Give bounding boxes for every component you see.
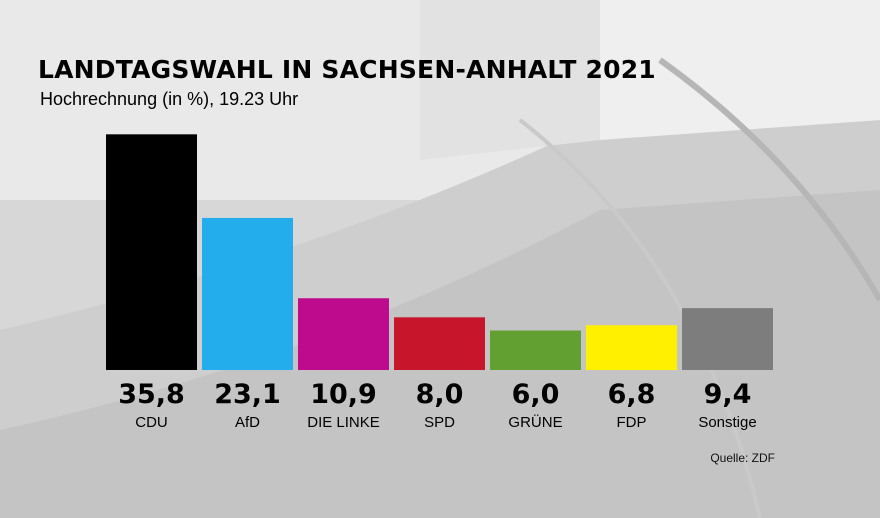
category-label-fdp: FDP [617, 414, 647, 431]
bar-sonstige [682, 308, 773, 370]
bar-gr-ne [490, 330, 581, 370]
bar-die-linke [298, 298, 389, 370]
value-label-afd: 23,1 [214, 379, 281, 410]
chart-subtitle: Hochrechnung (in %), 19.23 Uhr [40, 89, 299, 109]
value-label-spd: 8,0 [416, 379, 464, 410]
source-note: Quelle: ZDF [710, 451, 775, 465]
category-label-cdu: CDU [135, 414, 168, 431]
category-label-afd: AfD [235, 414, 260, 431]
bar-cdu [106, 134, 197, 370]
bar-spd [394, 317, 485, 370]
bar-afd [202, 217, 293, 370]
category-label-sonstige: Sonstige [698, 414, 756, 431]
value-label-sonstige: 9,4 [704, 379, 752, 410]
value-label-die-linke: 10,9 [310, 379, 377, 410]
value-label-fdp: 6,8 [608, 379, 656, 410]
category-label-spd: SPD [424, 414, 455, 431]
category-label-gr-ne: GRÜNE [508, 413, 562, 431]
value-label-cdu: 35,8 [118, 379, 185, 410]
category-label-die-linke: DIE LINKE [307, 414, 380, 431]
chart-title: LANDTAGSWAHL IN SACHSEN-ANHALT 2021 [38, 55, 656, 84]
bar-fdp [586, 325, 677, 370]
value-label-gr-ne: 6,0 [512, 379, 560, 410]
